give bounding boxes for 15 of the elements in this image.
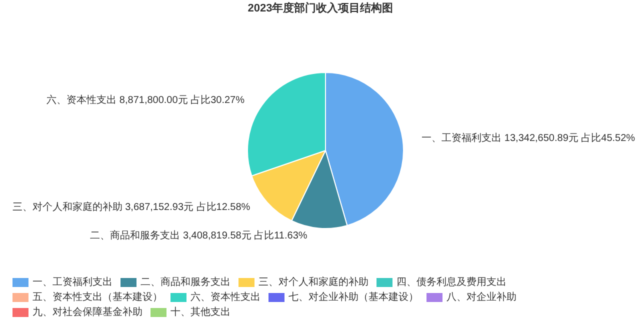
legend-label: 五、资本性支出（基本建设） bbox=[32, 291, 162, 303]
chart-title: 2023年度部门收入项目结构图 bbox=[248, 2, 394, 14]
category-label: 三、对个人和家庭的补助 3,687,152.93元 占比12.58% bbox=[12, 202, 250, 214]
category-label: 一、工资福利支出 13,342,650.89元 占比45.52% bbox=[422, 132, 636, 144]
legend-label: 二、商品和服务支出 bbox=[140, 276, 230, 288]
legend-label: 十、其他支出 bbox=[170, 306, 230, 318]
legend-label: 七、对企业补助（基本建设） bbox=[288, 291, 418, 303]
legend-label: 一、工资福利支出 bbox=[32, 276, 112, 288]
legend-label: 四、债务利息及费用支出 bbox=[396, 276, 506, 288]
category-label: 六、资本性支出 8,871,800.00元 占比30.27% bbox=[46, 95, 245, 106]
legend-label: 八、对企业补助 bbox=[446, 291, 516, 303]
legend-label: 三、对个人和家庭的补助 bbox=[258, 276, 368, 288]
legend-label: 九、对社会保障基金补助 bbox=[32, 306, 142, 318]
category-label: 二、商品和服务支出 3,408,819.58元 占比11.63% bbox=[90, 230, 308, 242]
legend-label: 六、资本性支出 bbox=[190, 291, 260, 303]
